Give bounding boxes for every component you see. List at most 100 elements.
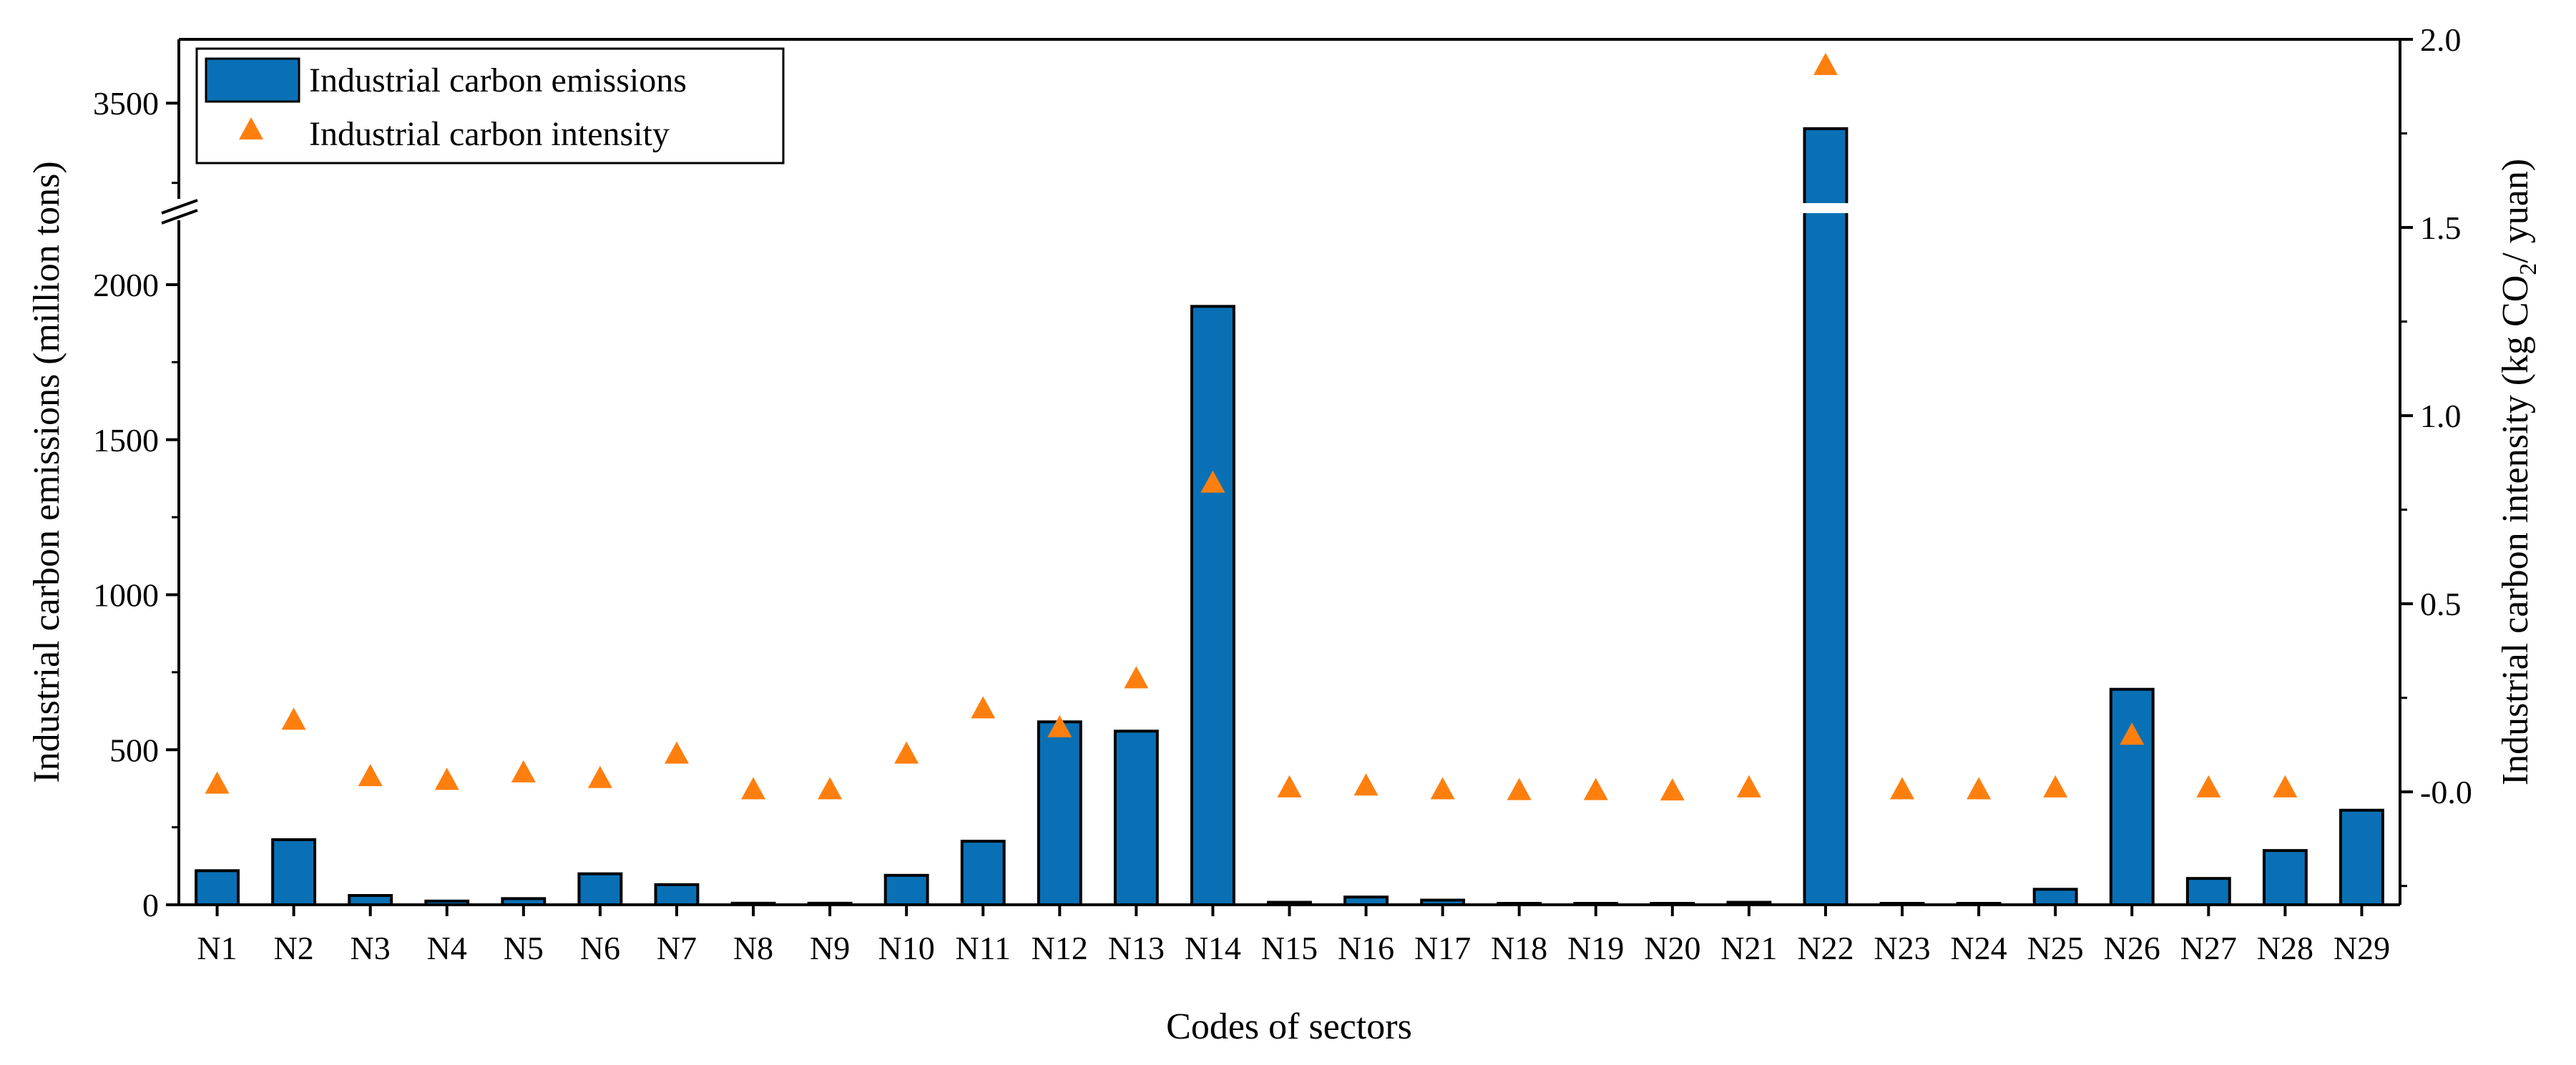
bar-N10 bbox=[883, 873, 929, 907]
marker-N20 bbox=[1660, 778, 1685, 801]
marker-N10 bbox=[894, 741, 919, 764]
bar-N13 bbox=[1113, 730, 1159, 906]
marker-N9 bbox=[818, 777, 843, 800]
markers-layer bbox=[205, 52, 2298, 801]
left-tick-label-500: 500 bbox=[109, 732, 159, 768]
x-tick-label-N6: N6 bbox=[580, 930, 620, 966]
x-tick-label-N23: N23 bbox=[1874, 930, 1930, 966]
marker-N3 bbox=[358, 764, 383, 787]
x-tick-label-N16: N16 bbox=[1338, 930, 1394, 966]
marker-N13 bbox=[1124, 666, 1149, 689]
right-axis-title-prefix: Industrial carbon intensity (kg CO bbox=[2495, 275, 2536, 785]
right-axis-title-subscript: 2 bbox=[2515, 263, 2542, 275]
x-tick-label-N4: N4 bbox=[427, 930, 467, 966]
bar-N7 bbox=[654, 883, 700, 907]
x-tick-label-N1: N1 bbox=[197, 930, 237, 966]
x-tick-label-N5: N5 bbox=[504, 930, 544, 966]
right-tick-label-0.5: 0.5 bbox=[2420, 586, 2462, 622]
axis-break-marker bbox=[161, 199, 198, 225]
bar-N25 bbox=[2032, 888, 2078, 906]
marker-N7 bbox=[664, 741, 689, 764]
x-tick-label-N8: N8 bbox=[733, 930, 773, 966]
axis-break-slash-upper bbox=[161, 199, 198, 215]
x-tick-label-N9: N9 bbox=[810, 930, 850, 966]
marker-N24 bbox=[1967, 777, 1992, 800]
left-axis-ticks: 0 500 1000 1500 2000 3500 bbox=[93, 85, 179, 923]
bar-break-gap-N22 bbox=[1801, 203, 1850, 213]
right-tick-label-1.5: 1.5 bbox=[2420, 210, 2462, 246]
bar-N14 bbox=[1190, 305, 1235, 907]
x-tick-label-N26: N26 bbox=[2104, 930, 2160, 966]
marker-N11 bbox=[971, 696, 996, 719]
left-axis-title: Industrial carbon emissions (million ton… bbox=[26, 161, 67, 782]
marker-N22 bbox=[1813, 52, 1838, 75]
x-tick-label-N24: N24 bbox=[1951, 930, 2007, 966]
x-axis-ticks: N1 N2 N3 N4 N5 N6 N7 N8 N9 N10 N11 N12 N13 N14 N15 N16 N… bbox=[197, 905, 2390, 966]
x-tick-label-N25: N25 bbox=[2027, 930, 2084, 966]
marker-N18 bbox=[1507, 777, 1532, 800]
left-tick-label-1000: 1000 bbox=[93, 577, 159, 614]
x-tick-label-N17: N17 bbox=[1414, 930, 1471, 966]
x-tick-label-N18: N18 bbox=[1491, 930, 1547, 966]
legend-marker-swatch bbox=[239, 117, 263, 139]
marker-N17 bbox=[1430, 777, 1455, 800]
left-tick-label-1500: 1500 bbox=[93, 422, 159, 458]
x-tick-label-N22: N22 bbox=[1797, 930, 1853, 966]
x-tick-label-N11: N11 bbox=[955, 930, 1011, 966]
marker-N15 bbox=[1277, 775, 1302, 797]
legend-label-intensity: Industrial carbon intensity bbox=[309, 115, 670, 153]
bar-N29 bbox=[2339, 808, 2384, 906]
bar-N6 bbox=[577, 872, 623, 907]
x-tick-label-N13: N13 bbox=[1108, 930, 1165, 966]
marker-N25 bbox=[2043, 775, 2068, 797]
marker-N8 bbox=[741, 777, 766, 800]
marker-N12 bbox=[1047, 715, 1072, 737]
marker-N21 bbox=[1736, 775, 1761, 797]
left-tick-label-2000: 2000 bbox=[93, 267, 159, 303]
bar-N22 bbox=[1803, 127, 1848, 906]
right-tick-label-2.0: 2.0 bbox=[2420, 21, 2462, 58]
right-tick-label-1.0: 1.0 bbox=[2420, 398, 2462, 434]
bar-N28 bbox=[2262, 849, 2308, 906]
x-tick-label-N12: N12 bbox=[1032, 930, 1088, 966]
marker-N14 bbox=[1200, 470, 1225, 493]
x-tick-label-N20: N20 bbox=[1644, 930, 1700, 966]
bar-N2 bbox=[271, 838, 317, 906]
marker-N23 bbox=[1890, 777, 1915, 800]
bar-N12 bbox=[1037, 720, 1082, 906]
marker-N4 bbox=[434, 767, 459, 790]
legend: Industrial carbon emissions Industrial c… bbox=[195, 47, 785, 165]
legend-bar-swatch bbox=[205, 57, 300, 103]
axis-break-slash-lower bbox=[161, 209, 198, 225]
marker-N2 bbox=[281, 707, 306, 730]
x-tick-label-N2: N2 bbox=[273, 930, 313, 966]
x-tick-label-N19: N19 bbox=[1567, 930, 1624, 966]
marker-N1 bbox=[205, 771, 230, 794]
x-tick-label-N28: N28 bbox=[2257, 930, 2313, 966]
right-axis-title: Industrial carbon intensity (kg CO2/ yua… bbox=[2495, 159, 2542, 785]
x-tick-label-N29: N29 bbox=[2333, 930, 2390, 966]
marker-N28 bbox=[2273, 775, 2298, 797]
x-tick-label-N7: N7 bbox=[657, 930, 697, 966]
marker-N6 bbox=[587, 765, 612, 788]
marker-N26 bbox=[2120, 722, 2145, 745]
bar-N11 bbox=[960, 840, 1006, 906]
marker-N16 bbox=[1353, 773, 1378, 796]
right-tick-label--0.0: -0.0 bbox=[2420, 774, 2472, 810]
bar-N27 bbox=[2185, 877, 2231, 906]
x-tick-label-N10: N10 bbox=[878, 930, 935, 966]
left-tick-label-0: 0 bbox=[142, 887, 159, 923]
x-tick-label-N15: N15 bbox=[1261, 930, 1318, 966]
x-tick-label-N27: N27 bbox=[2180, 930, 2237, 966]
x-tick-label-N21: N21 bbox=[1720, 930, 1777, 966]
right-axis-ticks: -0.0 0.5 1.0 1.5 2.0 bbox=[2400, 21, 2472, 888]
marker-N5 bbox=[511, 760, 536, 782]
x-tick-label-N14: N14 bbox=[1185, 930, 1241, 966]
bar-N1 bbox=[195, 869, 240, 906]
marker-N27 bbox=[2196, 775, 2221, 797]
marker-N19 bbox=[1583, 777, 1608, 800]
right-axis-title-suffix: / yuan) bbox=[2495, 159, 2536, 263]
x-tick-label-N3: N3 bbox=[351, 930, 391, 966]
